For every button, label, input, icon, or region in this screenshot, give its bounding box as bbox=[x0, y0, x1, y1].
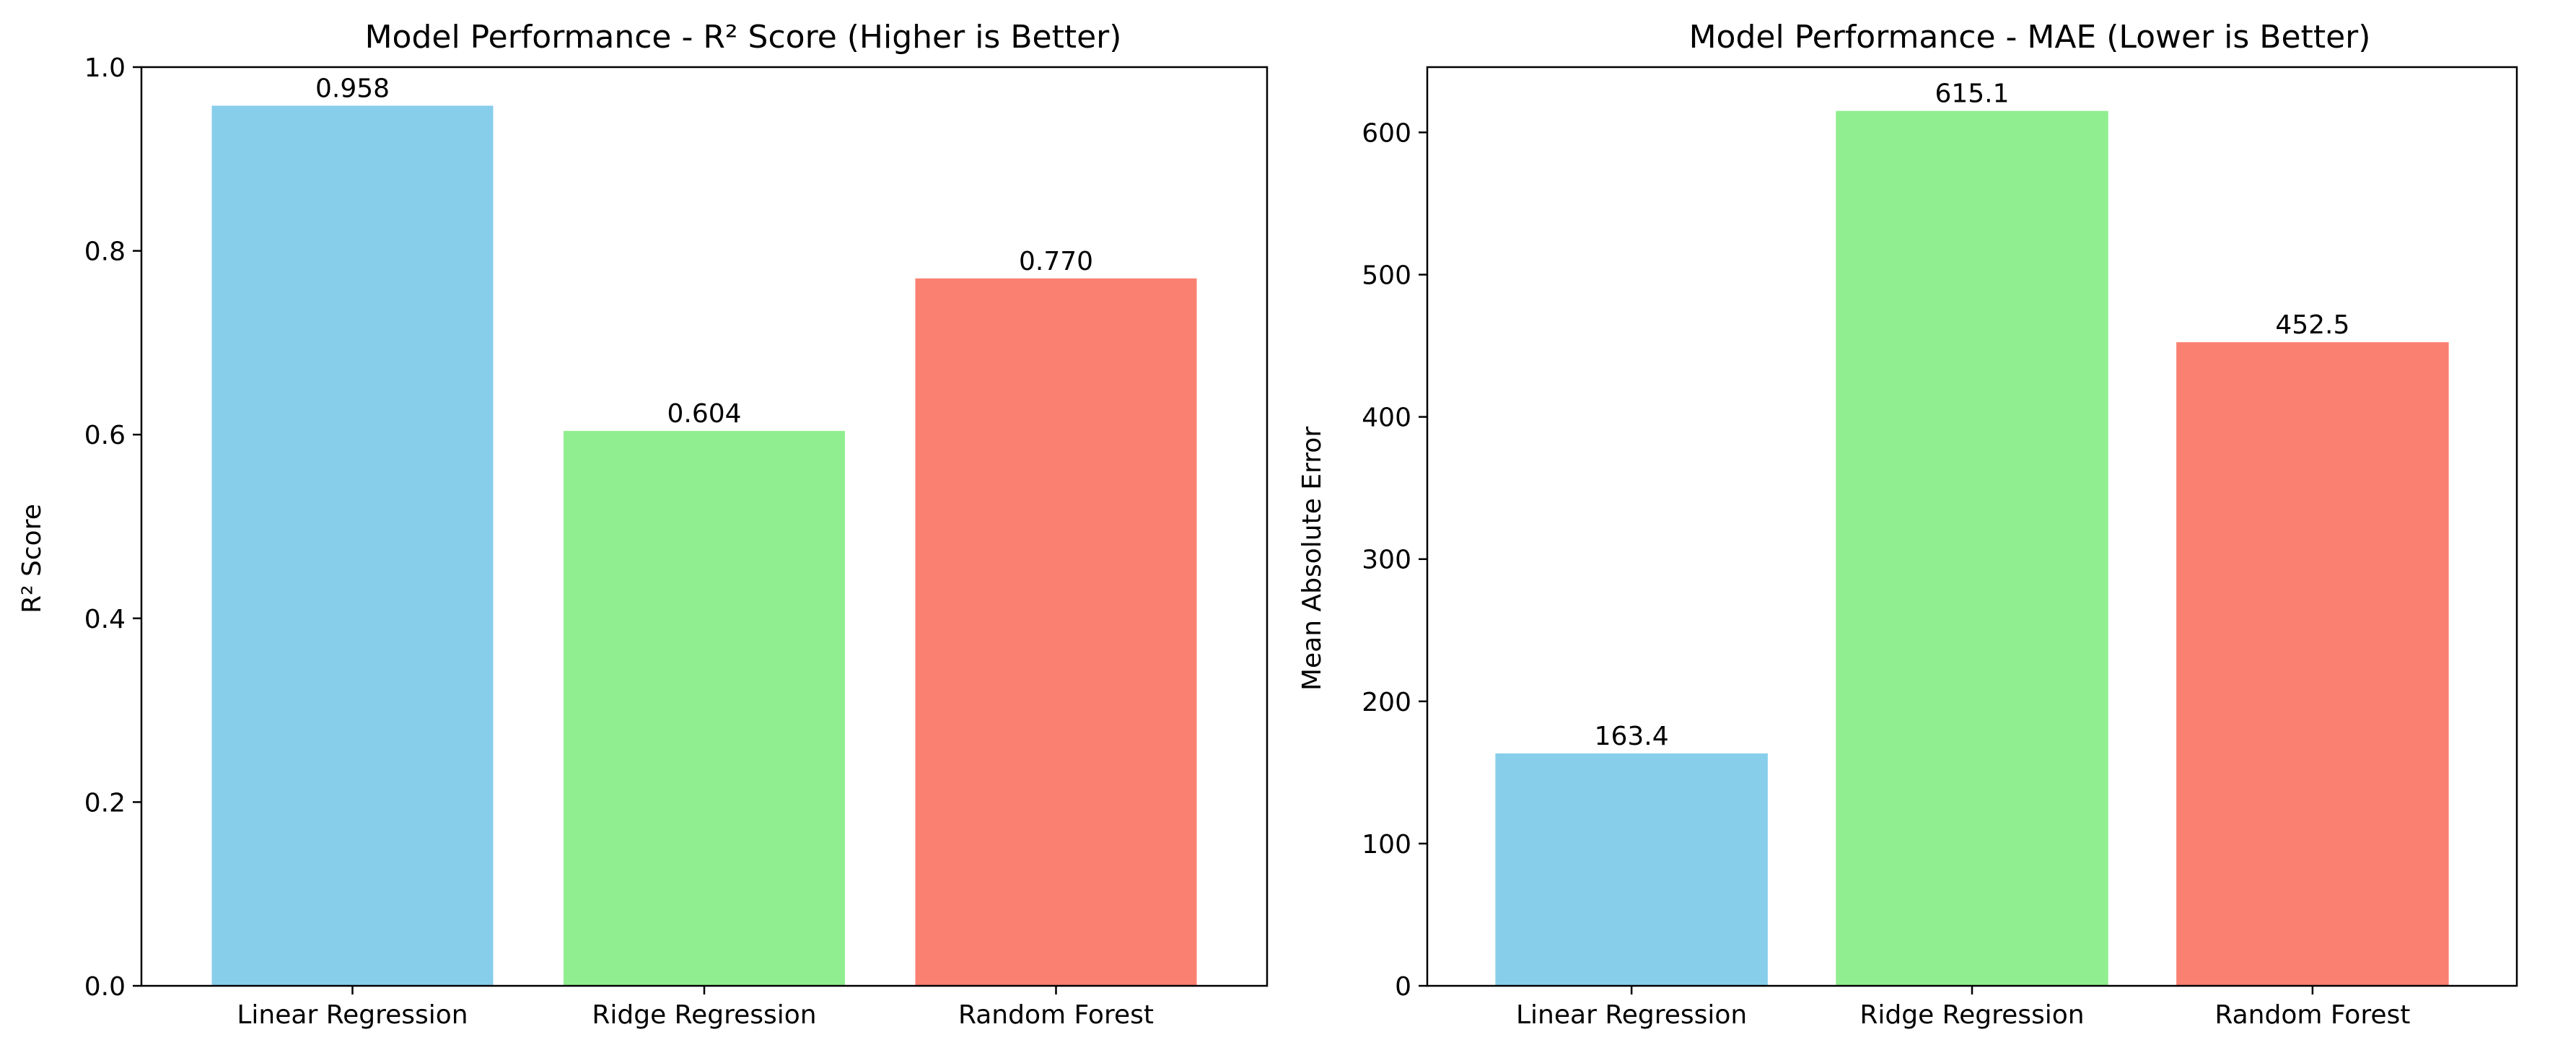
value-label-linear-regression: 0.958 bbox=[315, 74, 390, 103]
value-label-ridge-regression: 615.1 bbox=[1935, 79, 2009, 109]
y-tick-label: 300 bbox=[1362, 546, 1411, 575]
y-tick-label: 0.4 bbox=[84, 605, 126, 634]
x-tick-label-linear-regression: Linear Regression bbox=[237, 1000, 468, 1030]
mae-chart: Model Performance - MAE (Lower is Better… bbox=[1297, 19, 2518, 1030]
bar-ridge-regression bbox=[1836, 110, 2108, 987]
chart-title: Model Performance - R² Score (Higher is … bbox=[365, 19, 1122, 56]
bar-linear-regression bbox=[1495, 753, 1768, 986]
x-tick-label-ridge-regression: Ridge Regression bbox=[592, 1000, 816, 1030]
value-label-linear-regression: 163.4 bbox=[1595, 722, 1669, 751]
y-tick-label: 0.2 bbox=[84, 788, 126, 818]
x-ticks: Linear Regression Ridge Regression Random … bbox=[237, 986, 1154, 1030]
y-tick-label: 400 bbox=[1362, 403, 1411, 433]
bars bbox=[1495, 110, 2449, 987]
y-tick-label: 100 bbox=[1362, 830, 1411, 860]
x-ticks: Linear Regression Ridge Regression Random … bbox=[1516, 986, 2410, 1030]
y-tick-label: 0 bbox=[1395, 972, 1411, 1002]
y-tick-label: 0.0 bbox=[84, 972, 126, 1002]
value-label-random-forest: 452.5 bbox=[2275, 310, 2349, 340]
y-tick-label: 0.6 bbox=[84, 421, 126, 450]
bar-linear-regression bbox=[211, 105, 494, 986]
y-axis-label: R² Score bbox=[17, 504, 47, 613]
x-tick-label-random-forest: Random Forest bbox=[2214, 1000, 2410, 1030]
bar-random-forest bbox=[915, 278, 1197, 986]
y-tick-label: 200 bbox=[1362, 688, 1411, 717]
value-label-random-forest: 0.770 bbox=[1019, 247, 1093, 276]
chart-title: Model Performance - MAE (Lower is Better… bbox=[1689, 19, 2371, 56]
plot-frame bbox=[1426, 66, 2518, 987]
x-tick-label-linear-regression: Linear Regression bbox=[1516, 1000, 1747, 1030]
y-tick-label: 600 bbox=[1362, 118, 1411, 148]
bars bbox=[211, 105, 1197, 986]
bar-random-forest bbox=[2176, 342, 2449, 986]
y-tick-label: 0.8 bbox=[84, 237, 126, 267]
y-ticks: 0.0 0.2 0.4 0.6 0.8 1.0 bbox=[84, 53, 141, 1002]
y-axis-label: Mean Absolute Error bbox=[1297, 427, 1327, 691]
y-tick-label: 500 bbox=[1362, 261, 1411, 291]
x-tick-label-ridge-regression: Ridge Regression bbox=[1859, 1000, 2084, 1030]
y-tick-label: 1.0 bbox=[84, 53, 126, 83]
x-tick-label-random-forest: Random Forest bbox=[958, 1000, 1154, 1030]
value-label-ridge-regression: 0.604 bbox=[667, 399, 741, 429]
y-ticks: 0 100 200 300 400 500 600 bbox=[1362, 118, 1427, 1002]
r2-score-chart: Model Performance - R² Score (Higher is … bbox=[17, 19, 1269, 1030]
bar-ridge-regression bbox=[564, 431, 845, 986]
value-labels: 0.958 0.604 0.770 bbox=[315, 74, 1093, 429]
plot-frame bbox=[140, 66, 1269, 987]
value-labels: 163.4 615.1 452.5 bbox=[1595, 79, 2350, 751]
